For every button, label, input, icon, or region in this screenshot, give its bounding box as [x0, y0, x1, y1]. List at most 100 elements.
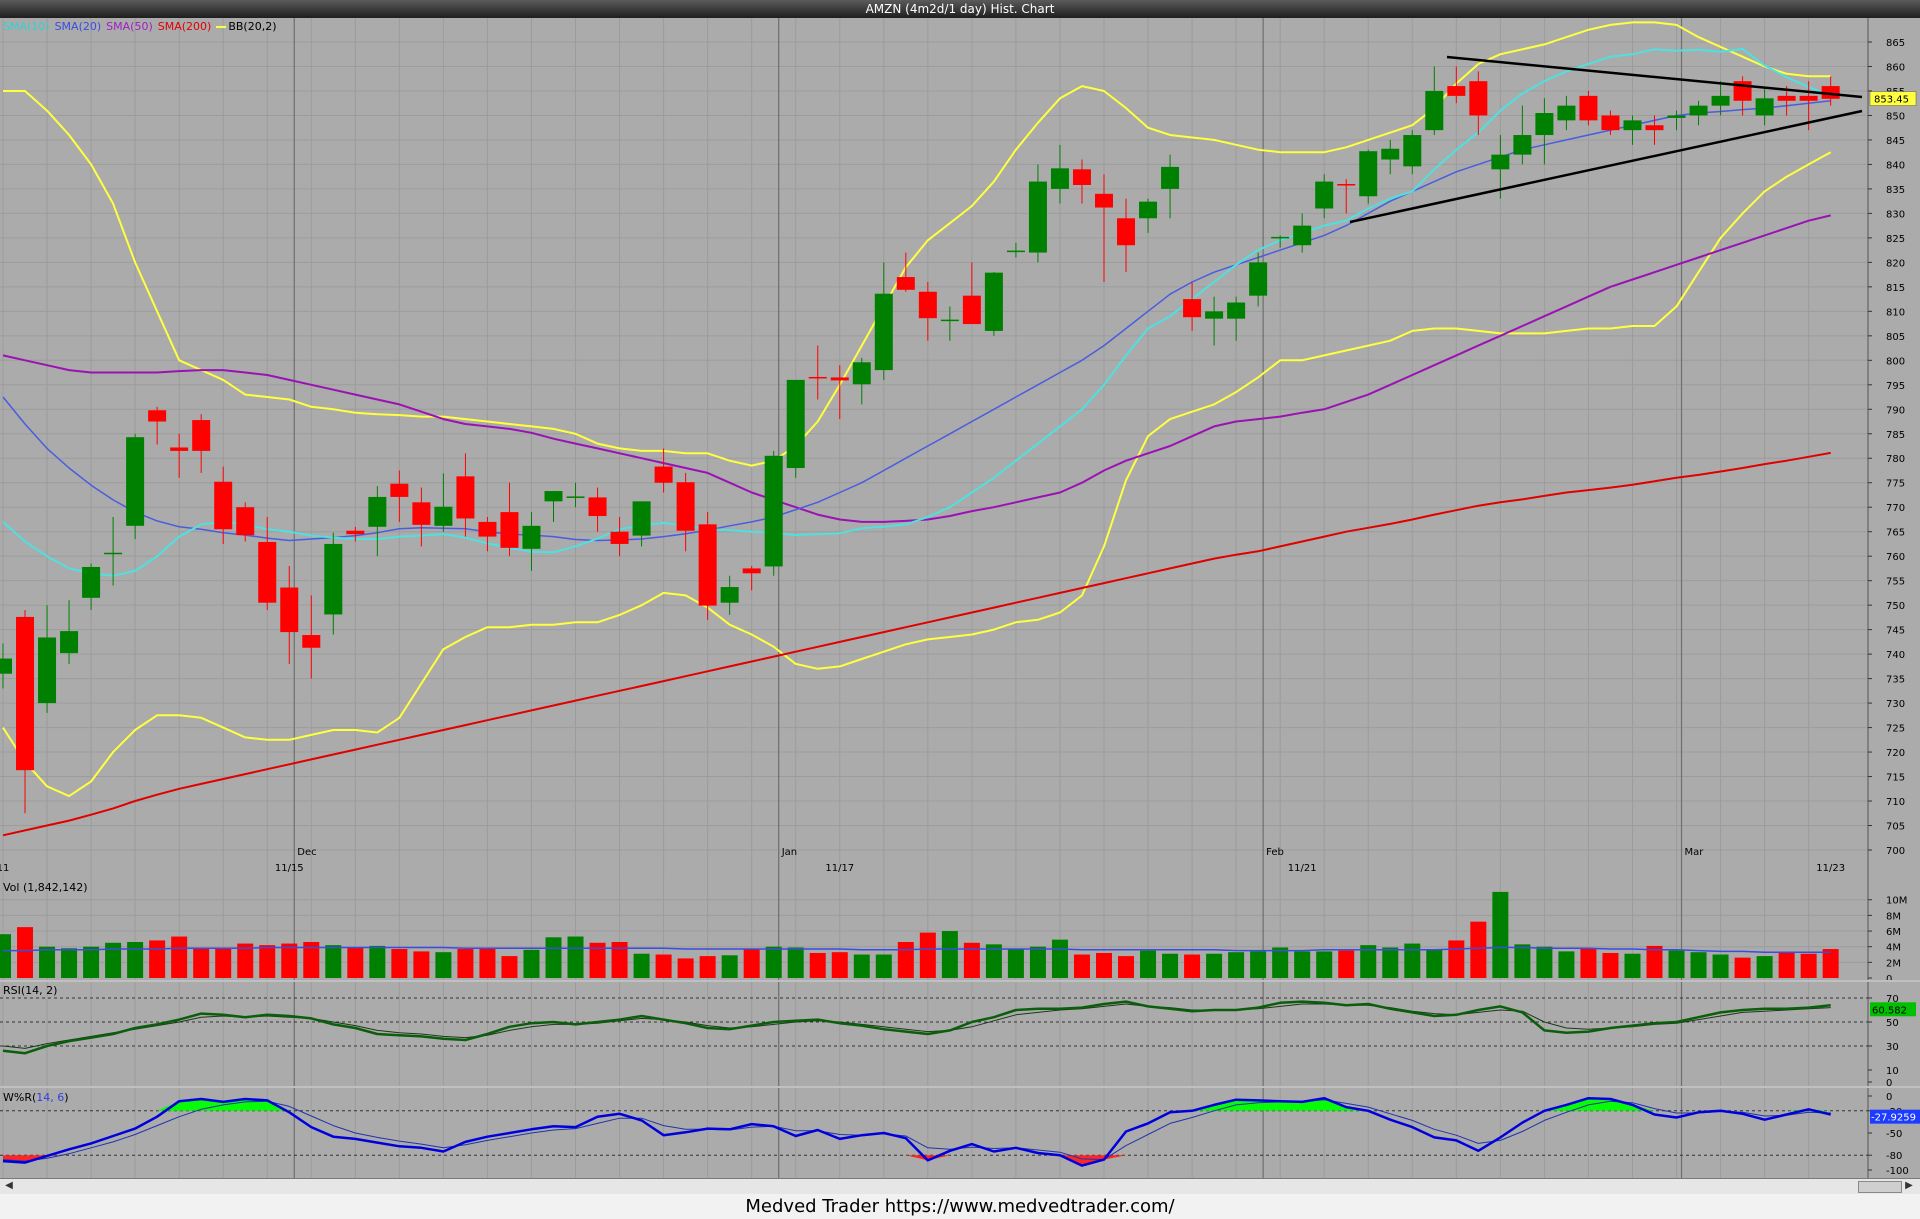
candle-body: [1601, 115, 1620, 131]
horizontal-scrollbar[interactable]: ◀ ▶: [0, 1178, 1920, 1195]
candle-body: [324, 543, 343, 615]
price-tick-label: 715: [1886, 773, 1905, 784]
candle-body: [654, 466, 673, 483]
price-panel[interactable]: 700 705 710 715 720 725 730 735 740 745 750 755 760 7…: [0, 18, 1920, 878]
candle-body: [280, 587, 299, 633]
price-tick-label: 810: [1886, 307, 1905, 318]
candle-body: [1359, 151, 1378, 197]
volume-bar: [39, 946, 56, 978]
price-tick-label: 795: [1886, 381, 1905, 392]
volume-bar: [699, 956, 716, 978]
candle-body: [1072, 169, 1091, 185]
price-tick-label: 820: [1886, 258, 1905, 269]
month-label: Dec: [297, 847, 316, 858]
candle-body: [0, 658, 12, 674]
rsi-current-value: 60.582: [1872, 1005, 1907, 1016]
candle-body: [1006, 250, 1025, 253]
candle-body: [698, 524, 717, 606]
price-tick-label: 700: [1886, 846, 1905, 857]
volume-tick-label: 8M: [1886, 911, 1901, 922]
rsi-tick-label: 0: [1886, 1078, 1892, 1086]
rsi-panel[interactable]: 0 10 30 50 70 60.582 RSI(14, 2): [0, 982, 1920, 1086]
volume-bar: [1162, 953, 1179, 978]
volume-bar: [1624, 953, 1641, 978]
volume-bar: [1492, 891, 1509, 978]
month-label: Mar: [1685, 847, 1705, 858]
window-title: AMZN (4m2d/1 day) Hist. Chart: [0, 0, 1920, 18]
candle-body: [1249, 262, 1268, 296]
candle-body: [60, 631, 79, 654]
volume-bar: [127, 942, 144, 978]
x-axis-date-label: 11/15: [275, 863, 304, 874]
volume-bar: [0, 934, 11, 978]
candle-body: [1755, 98, 1774, 116]
legend-sma10: SMA(10): [3, 20, 50, 33]
price-tick-label: 805: [1886, 332, 1905, 343]
candle-body: [1799, 95, 1818, 101]
volume-tick-label: 2M: [1886, 958, 1901, 969]
volume-bar: [963, 942, 980, 978]
volume-bar: [259, 945, 276, 978]
price-tick-label: 745: [1886, 626, 1905, 637]
wr-line: [2, 1096, 1831, 1167]
volume-axis-bg: [1868, 878, 1920, 980]
scroll-left-arrow-icon[interactable]: ◀: [5, 1180, 13, 1191]
candle-body: [1293, 225, 1312, 246]
candle-body: [1381, 148, 1400, 160]
bb-upper-line: [3, 21, 1831, 467]
volume-bar: [457, 949, 474, 978]
price-tick-label: 765: [1886, 528, 1905, 539]
candle-body: [1711, 95, 1730, 106]
price-tick-label: 720: [1886, 748, 1905, 759]
candle-body: [852, 362, 871, 385]
volume-bar: [1690, 952, 1707, 978]
price-tick-label: 775: [1886, 479, 1905, 490]
candle-body: [1557, 105, 1576, 121]
volume-bar: [1140, 950, 1157, 978]
volume-bar: [105, 942, 122, 978]
scroll-right-arrow-icon[interactable]: ▶: [1905, 1180, 1913, 1191]
volume-bar: [303, 942, 320, 978]
scrollbar-thumb[interactable]: [1858, 1181, 1902, 1193]
price-tick-label: 730: [1886, 699, 1905, 710]
sma50-line: [2, 214, 1831, 523]
price-tick-label: 800: [1886, 356, 1905, 367]
price-tick-label: 845: [1886, 136, 1905, 147]
price-tick-label: 825: [1886, 234, 1905, 245]
volume-legend: Vol (1,842,142): [3, 881, 88, 894]
candle-body: [1623, 120, 1642, 131]
candle-body: [1315, 181, 1334, 209]
volume-bar: [941, 931, 958, 978]
wr-chart[interactable]: 0-20-50-80-100-27.9259: [0, 1088, 1920, 1178]
volume-bar: [1448, 940, 1465, 978]
volume-bar: [479, 948, 496, 978]
volume-bar: [1778, 952, 1795, 978]
sma10-line: [2, 47, 1832, 577]
volume-bar: [567, 936, 584, 978]
candle-body: [742, 568, 761, 574]
wr-axis-bg: [1868, 1088, 1920, 1178]
volume-bar: [743, 949, 760, 978]
volume-bar: [721, 955, 738, 978]
candle-body: [1469, 81, 1488, 116]
candle-body: [302, 635, 321, 648]
candle-body: [1183, 299, 1202, 318]
price-chart[interactable]: 700 705 710 715 720 725 730 735 740 745 750 755 760 7…: [0, 18, 1920, 878]
candle-body: [346, 530, 365, 535]
volume-bar: [391, 949, 408, 978]
volume-bar: [61, 948, 78, 978]
candle-body: [1689, 105, 1708, 116]
volume-bar: [1272, 947, 1289, 978]
volume-panel[interactable]: 0 2M 4M 6M 8M 10M Vol (1,842,142): [0, 878, 1920, 980]
wr-panel[interactable]: 0-20-50-80-100-27.9259 W%R(14, 6): [0, 1088, 1920, 1178]
volume-chart[interactable]: 0 2M 4M 6M 8M 10M: [0, 878, 1920, 980]
wr-legend: W%R(14, 6): [3, 1091, 69, 1104]
legend-sma50: SMA(50): [106, 20, 153, 33]
volume-bar: [787, 947, 804, 978]
wr-legend-suffix: ): [64, 1091, 69, 1104]
volume-bar: [1822, 949, 1839, 978]
price-tick-label: 785: [1886, 430, 1905, 441]
wr-tick-label: 0: [1886, 1092, 1892, 1103]
